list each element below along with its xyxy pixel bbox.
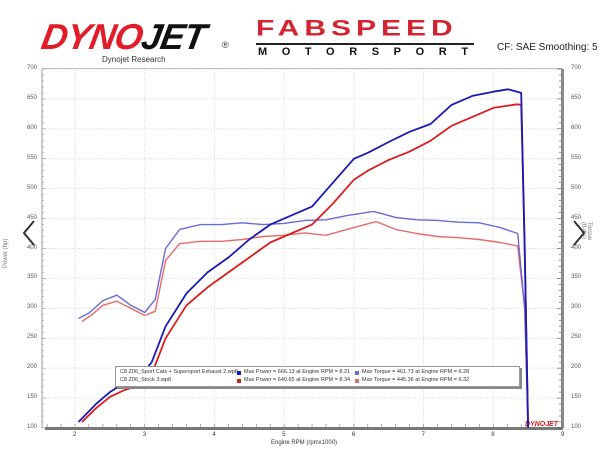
fabspeed-rule <box>256 43 474 45</box>
y-tick-right: 600 <box>571 124 582 131</box>
y-tick-left: 100 <box>27 424 38 430</box>
dynojet-watermark: DYNOJET <box>525 421 559 428</box>
dynojet-subtitle: Dynojet Research <box>102 55 166 64</box>
legend-max-power: Max Power = 666.13 at Engine RPM = 8.21 <box>244 369 351 375</box>
y-tick-left: 700 <box>27 65 38 71</box>
chevron-right-icon[interactable] <box>572 219 586 247</box>
y-tick-right: 650 <box>571 94 582 101</box>
x-tick: 5 <box>282 432 286 438</box>
fabspeed-subtitle: MOTORSPORT <box>258 46 483 58</box>
series-line-2 <box>78 210 529 429</box>
y-tick-left: 400 <box>27 244 38 251</box>
y-tick-left: 550 <box>27 154 38 161</box>
legend-swatch-power <box>237 378 241 383</box>
y-tick-right: 100 <box>571 424 582 430</box>
y-tick-left: 500 <box>27 184 38 191</box>
chevron-left-icon[interactable] <box>22 219 36 247</box>
x-tick: 2 <box>73 432 77 438</box>
dynojet-logo: DYNOJET ® <box>38 16 232 57</box>
y-tick-left: 300 <box>27 304 38 311</box>
x-tick: 6 <box>351 432 356 438</box>
y-tick-right: 400 <box>571 244 582 251</box>
y-tick-right: 700 <box>571 65 582 71</box>
y-tick-left: 250 <box>27 334 38 341</box>
registered-mark: ® <box>222 40 229 50</box>
y-tick-right: 250 <box>571 334 582 341</box>
y-tick-right: 150 <box>571 394 582 401</box>
x-tick: 4 <box>212 432 216 438</box>
legend-file-name: C8 Z06_Stock 3.wp8 <box>120 377 172 383</box>
legend-max-torque: Max Torque = 461.73 at Engine RPM = 6.28 <box>362 369 470 375</box>
fabspeed-logo: FABSPEED MOTORSPORT <box>256 16 478 58</box>
correction-factor-text: CF: SAE Smoothing: 5 <box>497 42 598 53</box>
x-tick: 7 <box>421 432 425 438</box>
x-axis-label: Engine RPM (rpmx1000) <box>271 440 338 446</box>
x-tick: 9 <box>561 432 565 438</box>
fabspeed-title: FABSPEED <box>256 16 458 41</box>
legend-swatch-power <box>237 370 241 375</box>
y-tick-right: 200 <box>571 364 582 371</box>
y-tick-left: 200 <box>27 364 38 371</box>
x-tick: 3 <box>142 432 147 438</box>
chart-legend: C8 Z06_Sport Cats + Supersport Exhaust 2… <box>115 366 520 387</box>
y-tick-right: 500 <box>571 184 582 191</box>
legend-row-stock: C8 Z06_Stock 3.wp8 Max Power = 640.65 at… <box>116 376 519 385</box>
y-tick-right: 300 <box>571 304 582 311</box>
y-tick-left: 150 <box>27 394 38 401</box>
legend-file-name: C8 Z06_Sport Cats + Supersport Exhaust 2… <box>120 369 238 375</box>
legend-max-torque: Max Torque = 445.36 at Engine RPM = 6.32 <box>362 377 470 383</box>
y-axis-label-power: Power (hp) <box>3 238 9 268</box>
legend-swatch-torque <box>355 370 359 375</box>
y-tick-right: 550 <box>571 154 582 161</box>
y-tick-right: 350 <box>571 274 582 281</box>
legend-max-power: Max Power = 640.65 at Engine RPM = 8.34 <box>244 377 351 383</box>
y-tick-left: 350 <box>27 274 38 281</box>
chart-axes: DYNOJET <box>41 68 564 430</box>
series-line-3 <box>81 220 529 429</box>
y-tick-left: 600 <box>27 124 38 131</box>
header-divider <box>42 68 563 69</box>
y-tick-left: 450 <box>27 214 38 221</box>
legend-swatch-torque <box>355 378 359 383</box>
x-tick: 8 <box>491 432 495 438</box>
y-tick-right: 450 <box>571 214 582 221</box>
legend-row-modified: C8 Z06_Sport Cats + Supersport Exhaust 2… <box>116 368 519 377</box>
y-tick-left: 650 <box>27 94 38 101</box>
